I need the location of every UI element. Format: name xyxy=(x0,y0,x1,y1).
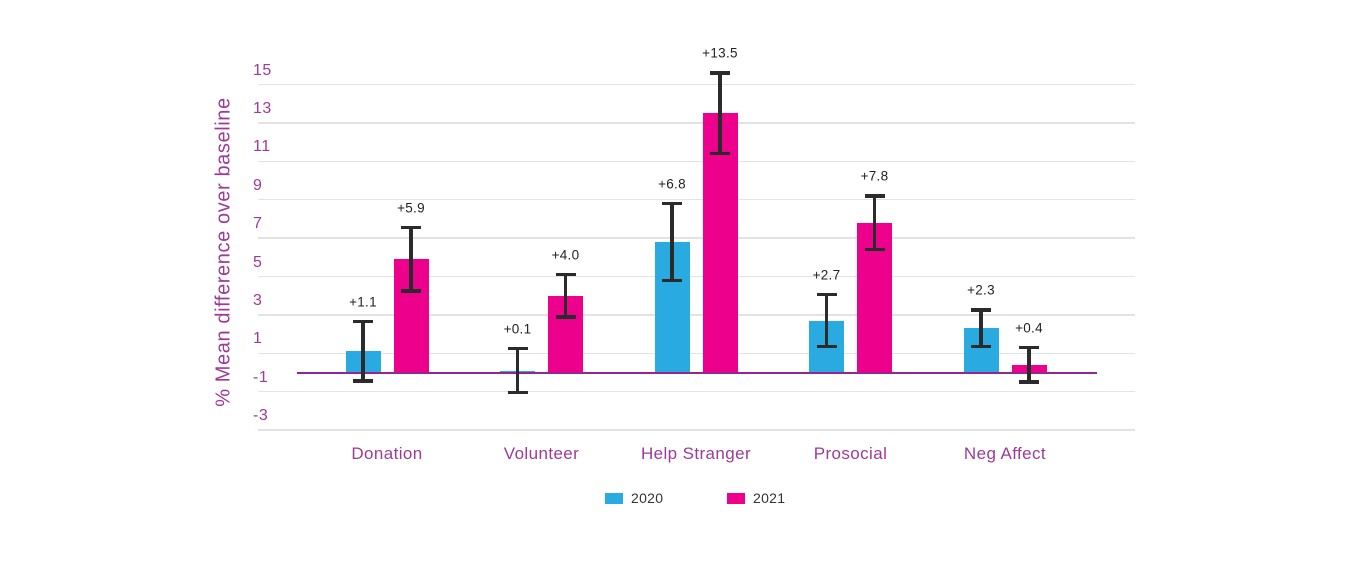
error-bar-2021-prosocial xyxy=(872,195,877,250)
legend-item-2021: 2021 xyxy=(727,490,785,506)
y-tick-label-1: 1 xyxy=(253,330,263,348)
legend-label-2021: 2021 xyxy=(753,490,786,506)
error-cap-bottom-2020-donation xyxy=(353,379,373,383)
error-cap-bottom-2021-help-stranger xyxy=(710,151,730,156)
error-bar-2021-volunteer xyxy=(563,274,568,317)
gridline--1 xyxy=(258,390,1135,393)
error-cap-top-2020-volunteer xyxy=(507,346,528,351)
error-cap-bottom-2020-volunteer xyxy=(507,390,528,395)
error-bar-2021-donation xyxy=(409,227,413,291)
gridline-5 xyxy=(258,275,1135,278)
gridline--3 xyxy=(258,429,1135,431)
y-tick-label--1: -1 xyxy=(253,368,269,386)
value-label-2020-volunteer: +0.1 xyxy=(503,321,532,336)
y-tick-label-11: 11 xyxy=(253,138,271,156)
gridline-3 xyxy=(258,314,1135,316)
value-label-2020-donation: +1.1 xyxy=(349,294,377,310)
x-axis-baseline xyxy=(297,371,1097,374)
gridline-9 xyxy=(258,198,1135,201)
y-axis-title: % Mean difference over baseline xyxy=(212,97,235,407)
error-cap-top-2021-prosocial xyxy=(864,194,885,198)
category-label-volunteer: Volunteer xyxy=(503,444,580,463)
error-bar-2020-donation xyxy=(361,321,365,382)
value-label-2020-help-stranger: +6.8 xyxy=(658,176,686,192)
error-cap-top-2020-help-stranger xyxy=(662,201,682,206)
error-cap-bottom-2020-neg-affect xyxy=(971,344,991,349)
gridline-13 xyxy=(258,122,1135,124)
error-bar-2020-help-stranger xyxy=(670,203,674,281)
error-cap-bottom-2021-prosocial xyxy=(864,247,885,252)
error-bar-2020-prosocial xyxy=(824,294,829,347)
y-tick-label-15: 15 xyxy=(253,61,272,79)
gridline-15 xyxy=(258,83,1135,86)
error-bar-2020-neg-affect xyxy=(979,310,983,347)
error-bar-2020-volunteer xyxy=(515,348,520,393)
bar-2021-help-stranger xyxy=(702,113,738,373)
error-cap-top-2021-volunteer xyxy=(555,272,576,277)
value-label-2021-volunteer: +4.0 xyxy=(551,247,580,263)
legend-item-2020: 2020 xyxy=(605,490,663,506)
legend-label-2020: 2020 xyxy=(631,490,664,506)
error-cap-top-2021-neg-affect xyxy=(1019,345,1039,350)
gridline-11 xyxy=(258,160,1135,163)
error-cap-bottom-2021-volunteer xyxy=(555,315,576,319)
error-bar-2021-neg-affect xyxy=(1027,347,1031,383)
error-cap-bottom-2020-help-stranger xyxy=(662,278,682,283)
y-tick-label-13: 13 xyxy=(253,99,272,117)
y-tick-label-9: 9 xyxy=(253,176,263,194)
gridline-7 xyxy=(258,237,1135,239)
error-cap-top-2020-neg-affect xyxy=(971,308,991,312)
error-cap-bottom-2020-prosocial xyxy=(816,344,837,349)
error-cap-top-2021-help-stranger xyxy=(710,71,730,75)
category-label-help-stranger: Help Stranger xyxy=(640,444,752,463)
legend-swatch-2020 xyxy=(605,492,623,504)
error-cap-top-2021-donation xyxy=(401,225,421,230)
category-label-neg-affect: Neg Affect xyxy=(963,444,1047,463)
value-label-2021-donation: +5.9 xyxy=(397,200,425,216)
value-label-2020-neg-affect: +2.3 xyxy=(967,282,995,298)
error-cap-top-2020-prosocial xyxy=(816,292,837,297)
value-label-2021-help-stranger: +13.5 xyxy=(702,45,738,61)
value-label-2021-neg-affect: +0.4 xyxy=(1015,320,1043,336)
category-label-prosocial: Prosocial xyxy=(813,444,888,463)
y-tick-label--3: -3 xyxy=(253,407,269,425)
y-tick-label-3: 3 xyxy=(253,291,263,309)
gridline-1 xyxy=(258,352,1135,355)
category-label-donation: Donation xyxy=(351,444,423,463)
y-tick-label-5: 5 xyxy=(253,253,263,271)
value-label-2021-prosocial: +7.8 xyxy=(860,168,889,184)
y-tick-label-7: 7 xyxy=(253,215,263,233)
error-cap-bottom-2021-neg-affect xyxy=(1019,380,1039,384)
error-cap-top-2020-donation xyxy=(353,319,373,324)
error-cap-bottom-2021-donation xyxy=(401,289,421,293)
error-bar-2021-help-stranger xyxy=(718,72,722,154)
legend-swatch-2021 xyxy=(727,492,745,504)
value-label-2020-prosocial: +2.7 xyxy=(812,267,841,283)
